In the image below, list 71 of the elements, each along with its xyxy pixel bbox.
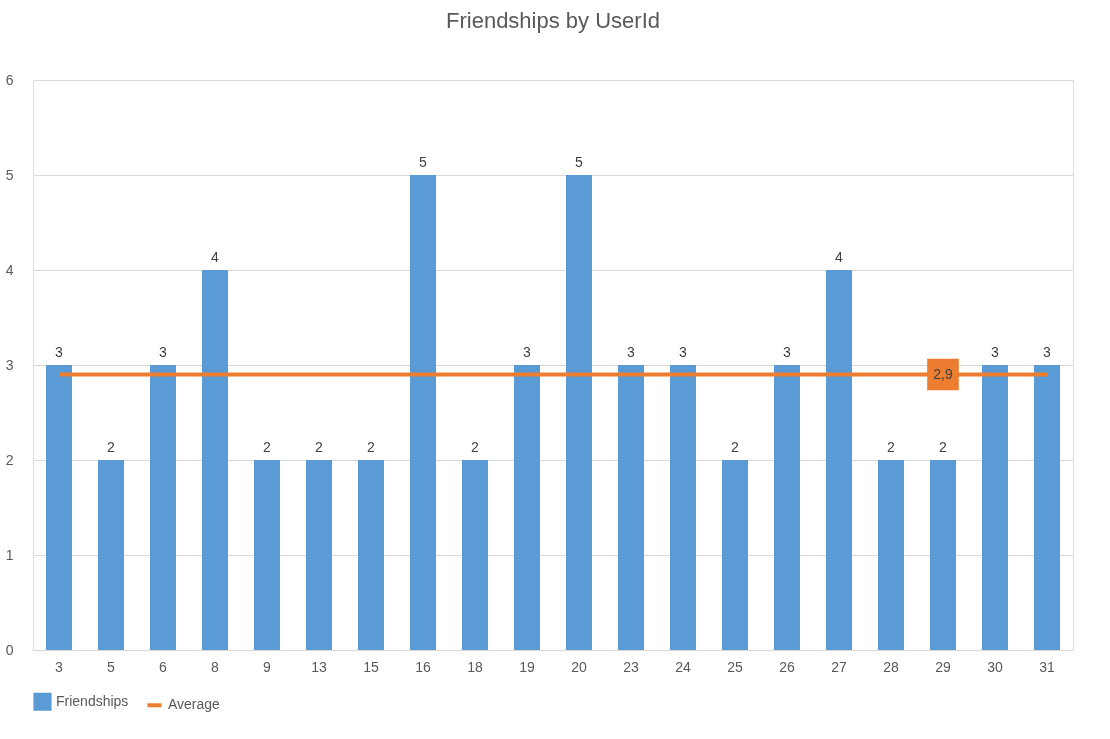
- data-label: 4: [835, 249, 844, 265]
- bar: [46, 365, 72, 650]
- bar: [670, 365, 696, 650]
- data-label: 2: [107, 439, 116, 455]
- bar: [878, 460, 904, 650]
- x-tick-label: 8: [211, 658, 220, 675]
- data-label: 2: [367, 439, 376, 455]
- bar: [254, 460, 280, 650]
- x-tick-label: 9: [263, 658, 272, 675]
- x-tick-label: 29: [935, 658, 951, 675]
- y-tick-label: 0: [5, 641, 14, 658]
- bar: [1034, 365, 1060, 650]
- x-tick-label: 6: [159, 658, 168, 675]
- bar: [202, 270, 228, 650]
- bar: [514, 365, 540, 650]
- data-label: 3: [783, 344, 792, 360]
- x-tick-label: 3: [55, 658, 64, 675]
- bar: [306, 460, 332, 650]
- bar: [150, 365, 176, 650]
- bar: [826, 270, 852, 650]
- y-tick-label: 4: [5, 261, 14, 278]
- bar: [358, 460, 384, 650]
- bar: [774, 365, 800, 650]
- bar: [618, 365, 644, 650]
- bar: [462, 460, 488, 650]
- bar: [982, 365, 1008, 650]
- bar: [98, 460, 124, 650]
- x-tick-label: 26: [779, 658, 795, 675]
- bar: [410, 175, 436, 650]
- x-tick-label: 28: [883, 658, 899, 675]
- y-tick-label: 5: [5, 166, 14, 183]
- y-tick-label: 1: [5, 546, 14, 563]
- data-label: 3: [679, 344, 688, 360]
- x-tick-label: 30: [987, 658, 1003, 675]
- data-label: 3: [55, 344, 64, 360]
- x-tick-label: 23: [623, 658, 639, 675]
- data-label: 4: [211, 249, 220, 265]
- data-label: 5: [419, 154, 428, 170]
- chart-title: Friendships by UserId: [446, 8, 660, 33]
- x-tick-label: 5: [107, 658, 116, 675]
- y-tick-label: 3: [5, 356, 14, 373]
- bar: [930, 460, 956, 650]
- bar: [722, 460, 748, 650]
- data-label: 3: [991, 344, 1000, 360]
- data-label: 2: [731, 439, 740, 455]
- data-label: 2,9: [933, 365, 953, 382]
- x-tick-label: 15: [363, 658, 379, 675]
- x-tick-label: 18: [467, 658, 483, 675]
- x-tick-label: 19: [519, 658, 535, 675]
- data-label: 2: [315, 439, 324, 455]
- data-label: 2: [939, 439, 948, 455]
- legend-label: Friendships: [56, 692, 129, 709]
- x-tick-label: 20: [571, 658, 587, 675]
- x-tick-label: 27: [831, 658, 847, 675]
- y-tick-label: 6: [5, 71, 14, 88]
- x-tick-label: 25: [727, 658, 743, 675]
- legend-label: Average: [168, 696, 221, 713]
- x-tick-label: 13: [311, 658, 327, 675]
- data-label: 2: [263, 439, 272, 455]
- data-label: 3: [627, 344, 636, 360]
- x-tick-label: 16: [415, 658, 431, 675]
- x-tick-label: 31: [1039, 658, 1055, 675]
- data-label: 3: [159, 344, 168, 360]
- data-label: 2: [887, 439, 896, 455]
- x-tick-label: 24: [675, 658, 691, 675]
- data-label: 5: [575, 154, 584, 170]
- y-tick-label: 2: [5, 451, 14, 468]
- data-label: 3: [1043, 344, 1052, 360]
- bar: [566, 175, 592, 650]
- data-label: 3: [523, 344, 532, 360]
- data-label: 2: [471, 439, 480, 455]
